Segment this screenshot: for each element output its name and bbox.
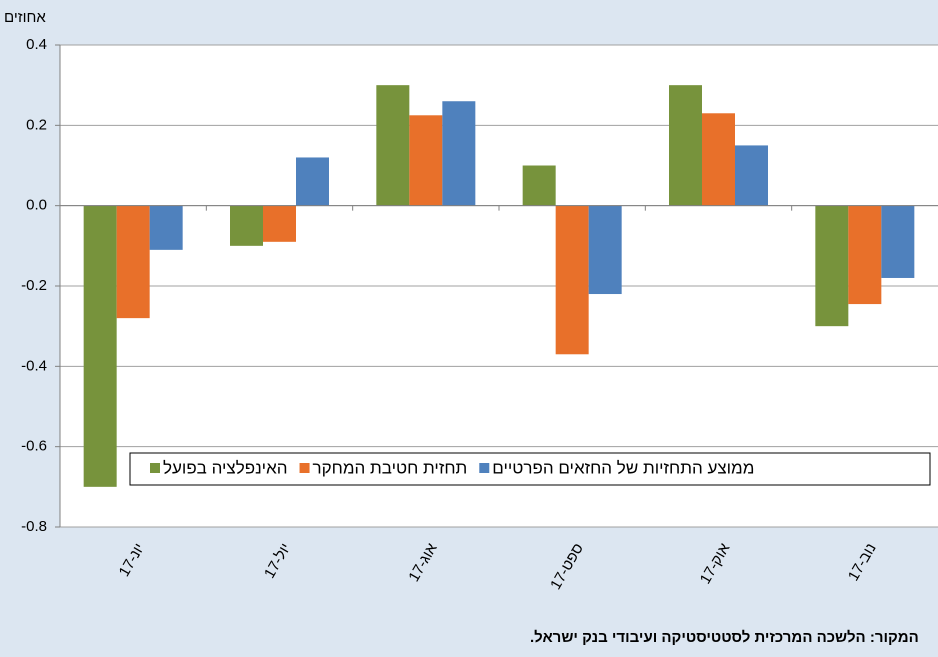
bar: [116, 205, 150, 319]
bar: [376, 85, 410, 206]
y-tick-label: -0.4: [21, 357, 47, 374]
legend-box: [129, 452, 931, 486]
x-tick-label: יונ-17: [116, 540, 148, 579]
y-axis-label: אחוזים: [4, 9, 46, 26]
bar: [702, 113, 735, 206]
bar: [555, 205, 589, 355]
bar: [409, 115, 443, 206]
x-tick-label: ספט-17: [547, 540, 587, 592]
y-tick-label: -0.8: [21, 518, 47, 535]
bar: [881, 205, 915, 278]
legend-label: ממוצע התחזיות של החזאים הפרטיים: [492, 458, 754, 477]
bar: [522, 165, 556, 206]
bar: [588, 205, 622, 295]
bar: [83, 205, 117, 487]
bar: [848, 205, 882, 305]
legend-swatch: [299, 463, 310, 473]
y-tick-label: 0.4: [26, 36, 47, 53]
y-tick-label: -0.2: [21, 277, 47, 294]
y-tick-label: -0.6: [21, 438, 47, 455]
legend-swatch: [150, 463, 160, 473]
source-note: המקור: הלשכה המרכזית לסטטיסטיקה ועיבודי …: [530, 629, 919, 646]
x-tick-label: נוב-17: [845, 540, 880, 583]
bar: [296, 157, 329, 206]
bar: [230, 205, 263, 246]
bar: [735, 145, 768, 206]
y-tick-label: 0.0: [26, 197, 47, 214]
bar: [669, 85, 702, 206]
x-tick-label: יול-17: [261, 540, 294, 581]
bar: [149, 205, 183, 250]
legend-swatch: [479, 463, 490, 473]
x-tick-label: אוג-17: [405, 540, 441, 585]
bar: [815, 205, 849, 327]
bar: [442, 101, 476, 206]
y-tick-label: 0.2: [26, 116, 47, 133]
legend-label: האינפלציה בפועל: [163, 458, 288, 477]
bar: [263, 205, 296, 242]
legend-label: תחזית חטיבת המחקר: [313, 458, 468, 477]
x-tick-label: אוק-17: [697, 540, 734, 587]
